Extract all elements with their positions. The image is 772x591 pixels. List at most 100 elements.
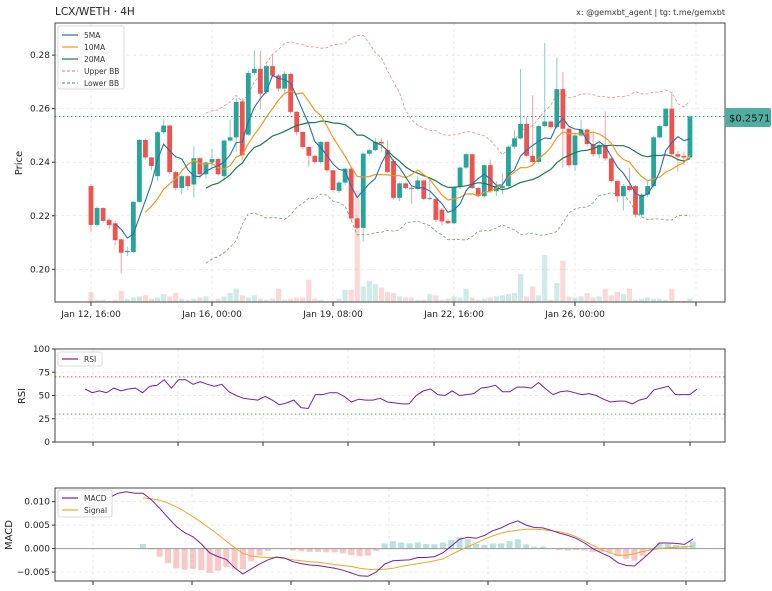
volume-bar: [487, 297, 493, 302]
macd-histogram-bar: [498, 543, 505, 549]
candle-body: [530, 155, 536, 162]
volume-bar: [148, 298, 155, 302]
volume-bar: [445, 298, 451, 302]
upper-bb-line: [205, 35, 691, 156]
candle-body: [669, 108, 675, 155]
candle-body: [270, 66, 275, 76]
candle-body: [621, 186, 626, 197]
candle-body: [191, 158, 197, 185]
volume-bar: [542, 255, 548, 302]
volume-bar: [209, 300, 215, 302]
volume-bar: [675, 300, 681, 302]
volume-bar: [590, 297, 596, 302]
candle-body: [197, 158, 203, 175]
candle-body: [457, 167, 463, 188]
volume-bar: [88, 291, 94, 302]
candle-body: [421, 180, 427, 199]
macd-histogram-bar: [539, 546, 546, 549]
volume-bar: [602, 288, 608, 302]
volume-bar: [263, 299, 270, 302]
volume-bar: [136, 296, 142, 302]
volume-bar: [275, 288, 282, 302]
candle-body: [300, 131, 306, 147]
candle-body: [506, 146, 511, 187]
macd-ytick-label: −0.005: [17, 568, 50, 578]
volume-bar: [499, 295, 505, 302]
candle-body: [663, 108, 669, 127]
macd-histogram-bar: [306, 548, 313, 552]
macd-histogram-bar: [573, 548, 580, 550]
candle-body: [130, 201, 136, 252]
macd-histogram-bar: [331, 548, 338, 553]
rsi-line: [84, 379, 698, 410]
candle-body: [560, 89, 566, 129]
price-xtick-label: Jan 26, 00:00: [544, 310, 605, 320]
candle-body: [379, 141, 384, 144]
volume-bar: [324, 300, 330, 302]
volume-bar: [185, 299, 191, 302]
volume-bar: [330, 300, 336, 302]
macd-histogram-bar: [314, 548, 321, 552]
volume-bar: [360, 286, 366, 302]
volume-bar: [681, 300, 687, 302]
candle-body: [161, 125, 166, 133]
macd-histogram-bar: [614, 548, 621, 557]
volume-bar: [288, 298, 294, 302]
rsi-ytick-label: 25: [39, 415, 50, 425]
macd-histogram-bar: [214, 548, 221, 571]
candle-body: [481, 165, 487, 197]
macd-ytick-label: 0.005: [24, 521, 50, 531]
macd-histogram-bar: [198, 548, 205, 571]
volume-bar: [318, 299, 324, 302]
volume-bar: [378, 287, 384, 302]
volume-bar: [596, 296, 602, 302]
volume-bar: [245, 297, 251, 302]
candle-body: [385, 150, 390, 172]
macd-histogram-bar: [556, 548, 563, 550]
volume-bar: [112, 299, 118, 302]
candle-body: [294, 111, 300, 132]
candle-body: [167, 125, 173, 173]
macd-histogram-bar: [448, 540, 455, 549]
volume-bar: [626, 288, 633, 302]
candle-body: [124, 250, 130, 253]
candle-body: [143, 140, 148, 158]
candle-body: [639, 194, 644, 215]
candle-body: [288, 73, 294, 112]
macd-histogram-bar: [239, 548, 246, 570]
macd-histogram-bar: [489, 543, 496, 549]
macd-axis-label: MACD: [4, 520, 15, 550]
macd-histogram-bar: [589, 548, 596, 552]
volume-bar: [657, 298, 663, 302]
rsi-ytick-label: 100: [33, 345, 50, 355]
candle-body: [445, 220, 451, 224]
volume-bar: [511, 293, 518, 302]
volume-bar: [354, 190, 360, 302]
volume-bar: [409, 297, 415, 302]
candle-body: [342, 168, 348, 183]
candle-body: [258, 68, 263, 94]
candle-body: [524, 123, 529, 156]
volume-bar: [632, 299, 639, 302]
legend-label: RSI: [84, 355, 96, 364]
candle-body: [475, 187, 481, 197]
candle-body: [264, 66, 269, 93]
volume-bar: [475, 299, 481, 302]
volume-bar: [469, 297, 475, 302]
candle-body: [276, 75, 281, 89]
volume-bar: [390, 293, 397, 302]
candle-body: [312, 155, 318, 162]
macd-histogram-bar: [398, 542, 405, 549]
macd-histogram-bar: [414, 542, 421, 549]
candle-body: [602, 145, 608, 159]
macd-histogram-bar: [139, 543, 146, 549]
candle-body: [100, 208, 106, 221]
volume-bar: [572, 297, 578, 302]
macd-histogram-bar: [564, 548, 571, 551]
macd-histogram-bar: [364, 548, 371, 556]
volume-bar: [348, 289, 354, 302]
macd-histogram-bar: [664, 543, 671, 549]
candle-body: [348, 168, 354, 219]
macd-histogram-bar: [639, 548, 646, 557]
macd-histogram-bar: [264, 548, 271, 551]
